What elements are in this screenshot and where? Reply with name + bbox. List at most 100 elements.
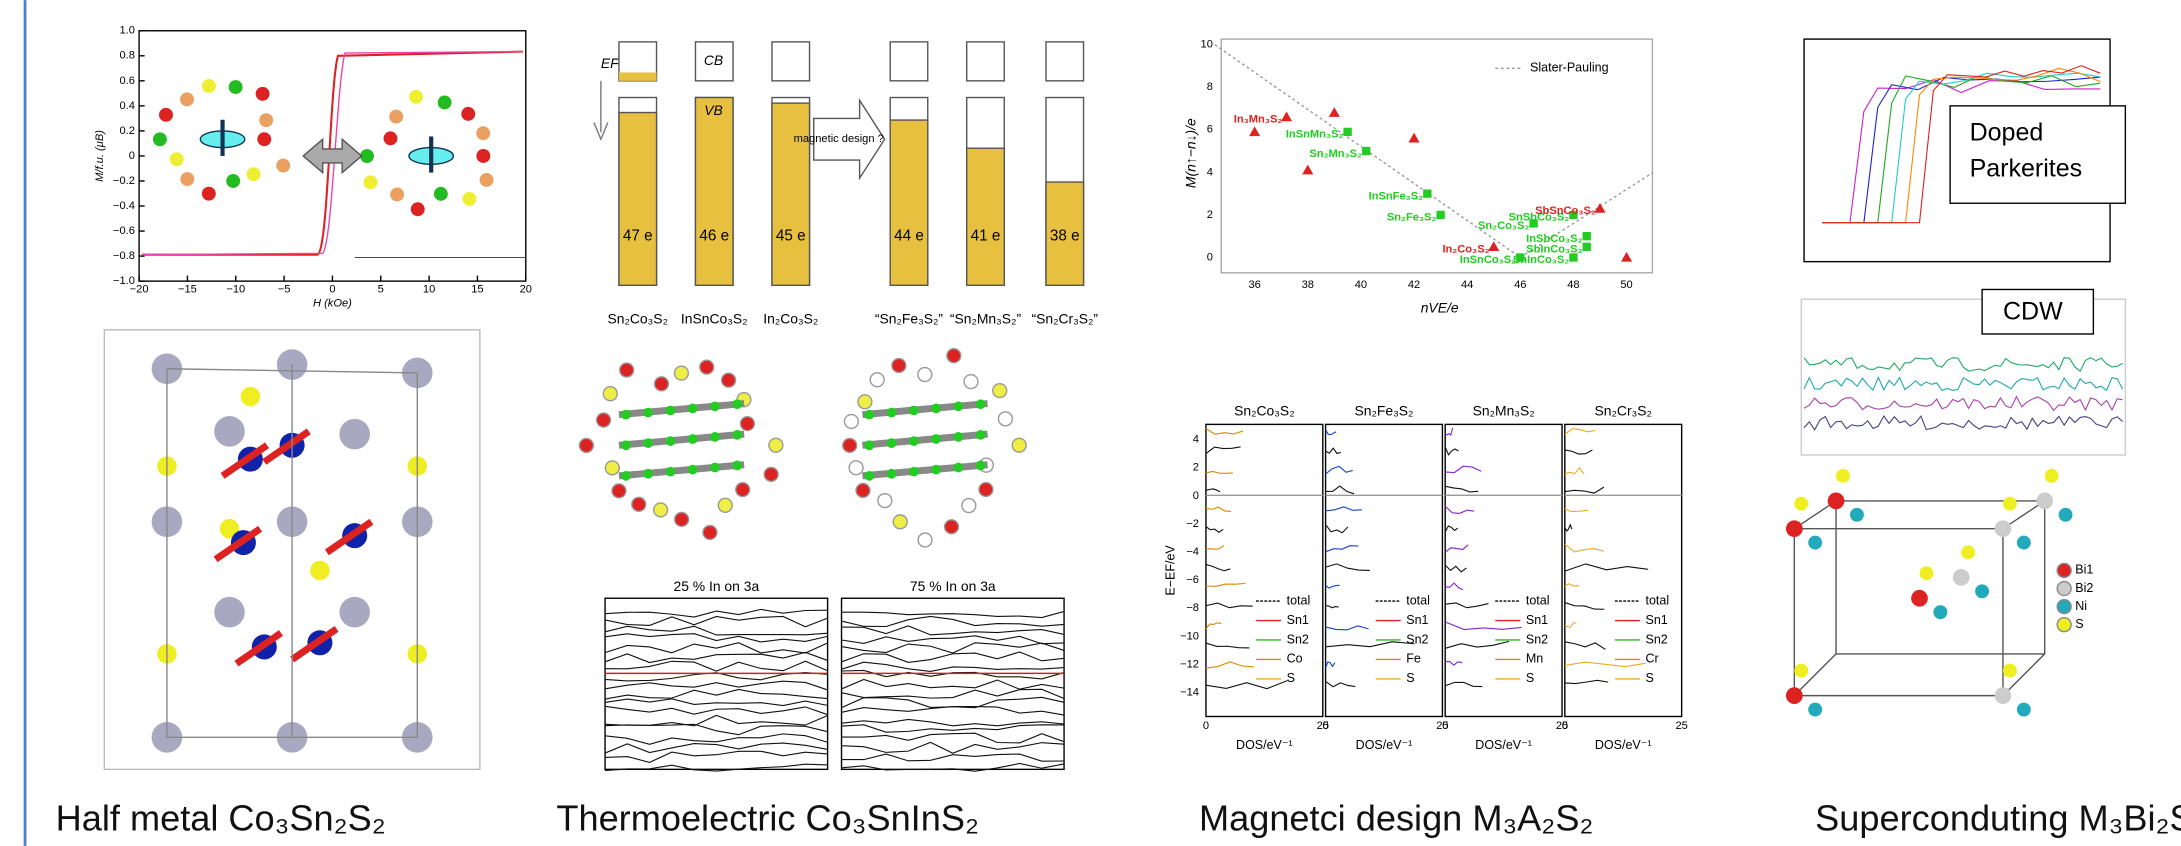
y-tick-label: 0: [1193, 490, 1199, 502]
legend-label: S: [1287, 671, 1295, 685]
band-title: 25 % In on 3a: [673, 578, 759, 594]
x-tick-label: 20: [520, 283, 532, 295]
compound-label: “Sn₂Cr₃S₂”: [1031, 311, 1098, 327]
atom-ni: [1808, 703, 1822, 717]
y-tick-label: 6: [1207, 124, 1213, 136]
atom-ni: [1933, 605, 1947, 619]
atom: [1786, 520, 1803, 537]
y-tick-label: 4: [1207, 166, 1213, 178]
y-tick-label: 0: [1207, 251, 1213, 263]
atom: [476, 149, 490, 163]
legend-label: S: [2075, 617, 2083, 631]
slide: Half metal Co₃Sn₂S₂Thermoelectric Co₃SnI…: [0, 0, 2181, 846]
y-tick-label: 0.2: [119, 125, 134, 137]
legend-label: Bi2: [2075, 581, 2093, 595]
vb-fill: [619, 113, 657, 286]
electron-count: 45 e: [776, 228, 806, 245]
box-label: CDW: [2003, 298, 2063, 326]
atom: [229, 80, 243, 94]
y-tick-label: −12: [1180, 658, 1199, 670]
atom-green: [666, 406, 676, 416]
atom-s: [1794, 497, 1808, 511]
atom: [870, 373, 884, 387]
atom-ni: [2017, 536, 2031, 550]
y-tick-label: −0.6: [113, 225, 135, 237]
electron-count: 38 e: [1050, 228, 1080, 245]
atom: [257, 132, 271, 146]
atom: [654, 377, 668, 391]
atom-green: [909, 406, 919, 416]
legend-label: Slater-Pauling: [1530, 61, 1609, 75]
atom-green: [732, 430, 742, 440]
atom-green: [621, 471, 631, 481]
atom-s: [1794, 664, 1808, 678]
atom-green: [931, 404, 941, 414]
atom-green: [643, 469, 653, 479]
atom: [1953, 569, 1970, 586]
atom-green: [710, 463, 720, 473]
atom-green: [621, 410, 631, 420]
x-axis-label: DOS/eV⁻¹: [1475, 738, 1532, 752]
atom: [180, 92, 194, 106]
atom: [620, 363, 634, 377]
electron-count: 47 e: [623, 228, 653, 245]
atom-green: [666, 436, 676, 446]
compound-label: InSnCo₃S₂: [681, 311, 748, 327]
atom: [998, 412, 1012, 426]
ef-label: EF: [601, 55, 620, 71]
legend-label: S: [1645, 671, 1653, 685]
y-tick-label: 4: [1193, 434, 1199, 446]
dos-title: Sn₂Fe₃S₂: [1355, 403, 1414, 419]
legend-label: Sn1: [1287, 613, 1309, 627]
box-label: Doped: [1970, 118, 2044, 146]
atom: [947, 349, 961, 363]
atom: [675, 512, 689, 526]
atom: [632, 497, 646, 511]
x-tick-label: 0: [329, 283, 335, 295]
y-tick-label: 0.6: [119, 75, 134, 87]
y-tick-label: 10: [1201, 39, 1213, 51]
caption: Thermoelectric Co₃SnInS₂: [556, 797, 979, 838]
atom-green: [732, 399, 742, 409]
atom-s: [1920, 566, 1934, 580]
atom: [1828, 493, 1845, 510]
atom: [462, 192, 476, 206]
atom: [480, 173, 494, 187]
compound-label: Sn₂Co₃S₂: [608, 311, 668, 327]
legend-dot: [2057, 618, 2071, 632]
point-label: Sn₂Fe₃S₂: [1387, 212, 1437, 224]
atom: [740, 417, 754, 431]
legend-label: total: [1645, 593, 1669, 607]
caption: Superconduting M₃Bi₂S₂: [1815, 797, 2181, 838]
y-tick-label: 1.0: [119, 25, 134, 37]
legend-label: total: [1287, 593, 1311, 607]
atom-green: [621, 440, 631, 450]
band-frame: [842, 598, 1065, 769]
atom-s: [2003, 664, 2017, 678]
atom-yellow: [241, 387, 260, 406]
vb-fill: [772, 103, 810, 285]
x-tick-label: −15: [178, 283, 197, 295]
y-tick-label: 8: [1207, 81, 1213, 93]
marker: [1583, 232, 1591, 240]
point-label: SbInCo₃S₂: [1526, 244, 1582, 256]
atom: [736, 483, 750, 497]
atom-green: [976, 430, 986, 440]
point-label: Sn₂Mn₃S₂: [1309, 148, 1362, 160]
legend-label: Sn1: [1645, 613, 1667, 627]
y-tick-label: 0.8: [119, 50, 134, 62]
y-tick-label: 0.4: [119, 100, 134, 112]
point-label: SnInCo₃S₂: [1513, 254, 1569, 266]
page: Co3Sn2S2 overview {"panels":[ {"caption"…: [0, 0, 2181, 846]
atom-green: [931, 434, 941, 444]
atom: [1012, 438, 1026, 452]
atom: [603, 387, 617, 401]
y-axis-label: M(n↑−n↓)/e: [1183, 118, 1199, 188]
marker: [1362, 147, 1370, 155]
legend-label: Sn1: [1406, 613, 1428, 627]
legend-label: Bi1: [2075, 563, 2093, 577]
atom: [434, 187, 448, 201]
x-tick-label: 0: [1322, 720, 1328, 732]
compound-label: “Sn₂Mn₃S₂”: [950, 311, 1022, 327]
atom: [202, 187, 216, 201]
